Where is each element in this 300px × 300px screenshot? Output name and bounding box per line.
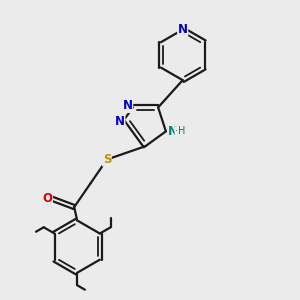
Text: ·H: ·H <box>175 126 185 136</box>
Text: N: N <box>178 23 188 36</box>
Text: S: S <box>103 153 111 166</box>
Text: N: N <box>167 125 177 138</box>
Text: N: N <box>115 115 125 128</box>
Text: O: O <box>43 192 52 205</box>
Text: N: N <box>123 99 133 112</box>
